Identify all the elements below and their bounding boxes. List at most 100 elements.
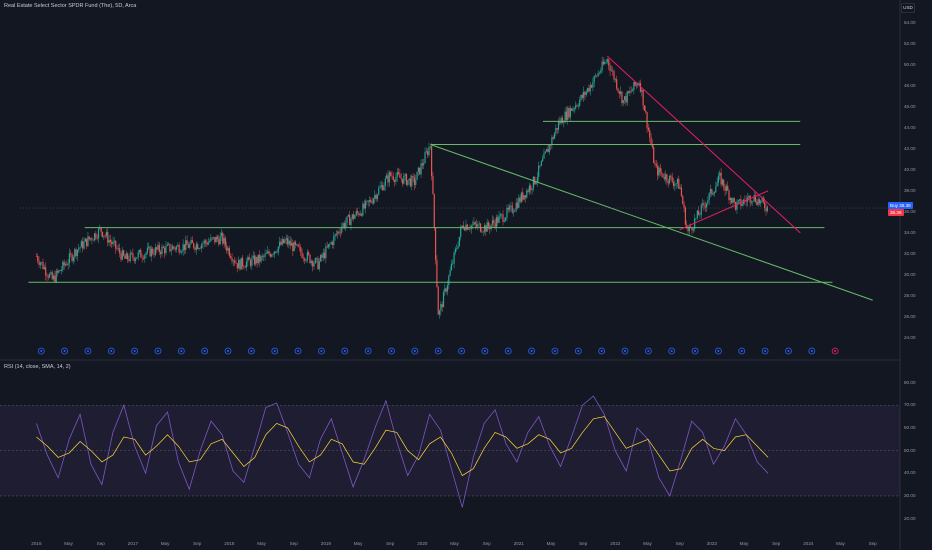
candle-body [357,211,359,213]
candle-body [293,241,295,252]
candle-body [482,231,484,233]
candle-body [388,172,390,183]
candle-body [507,207,509,210]
event-marker [761,347,769,355]
candle-body [227,248,229,251]
candle-body [359,213,361,216]
candle-body [737,200,739,203]
event-marker-dot [530,350,533,352]
candle-body [715,186,717,193]
candle-body [548,144,550,153]
time-axis-label: Sep [386,541,395,546]
candle-body [486,222,488,232]
candle-body [394,180,396,182]
price-axis-label: 34.00 [904,229,916,235]
currency-label[interactable]: USD [901,3,915,13]
time-axis-label: Sep [193,541,202,546]
rsi-axis-label: 70.00 [904,402,916,408]
rsi-axis-label: 20.00 [904,515,916,521]
candle-body [259,254,261,262]
candle-body [186,240,188,245]
candle-body [127,253,129,260]
candle-body [354,215,356,219]
event-marker [294,347,302,355]
candle-body [100,227,102,232]
candle-body [546,149,548,152]
candle-body [355,211,357,216]
candle-body [598,72,601,74]
candle-body [183,244,186,250]
candle-body [113,240,115,242]
time-axis-label: Sep [289,541,298,546]
chart-title[interactable]: Real Estate Select Sector SPDR Fund (The… [4,3,137,9]
candle-body [346,216,348,223]
candle-body [468,228,470,230]
candle-body [87,236,89,247]
candle-body [454,248,457,253]
candle-body [606,59,609,62]
candle-body [204,240,207,243]
candle-body [543,153,545,159]
candle-body [617,88,619,92]
candle-body [553,133,556,139]
candle-body [583,91,585,98]
candle-body [323,252,326,259]
candle-body [276,252,278,253]
candle-body [602,61,605,65]
candle-body [364,201,367,209]
candle-body [68,253,71,264]
candle-body [37,256,39,261]
event-marker-dot [273,350,276,352]
candle-body [449,270,451,276]
candle-body [289,240,291,246]
candle-body [93,233,96,241]
rsi-indicator-title[interactable]: RSI (14, close, SMA, 14, 2) [4,364,71,370]
candle-body [117,248,119,249]
candle-body [434,227,437,261]
candle-body [437,286,439,315]
candle-body [651,144,653,147]
candle-body [39,262,41,265]
candle-body [503,220,505,222]
candle-body [199,248,201,249]
candle-body [137,252,139,258]
candle-body [452,263,454,264]
candle-body [372,198,375,204]
candle-body [560,117,562,124]
red-trendline [679,190,769,231]
candle-body [265,253,267,254]
event-marker [598,347,606,355]
candle-body [712,193,714,195]
candle-body [475,224,478,227]
candle-body [150,248,152,257]
event-marker [715,347,722,355]
candle-body [551,137,553,146]
candle-body [43,267,45,269]
candle-body [676,178,679,184]
candle-body [539,165,541,167]
candle-body [308,252,310,255]
time-axis-label: Sep [96,541,105,546]
time-axis-label: May [546,541,556,546]
event-marker [364,347,372,355]
candle-body [232,260,234,262]
candle-body [576,105,578,107]
candle-body [309,254,311,264]
candle-body [477,224,479,227]
candle-body [115,240,117,249]
event-marker [481,347,489,355]
candle-body [158,244,160,252]
candle-body [707,200,709,204]
candle-body [41,262,43,263]
candle-body [269,253,271,257]
candle-body [458,236,460,246]
candle-body [216,236,219,240]
candle-body [257,254,260,263]
candle-body [471,224,474,226]
candle-body [703,203,705,206]
candle-body [433,194,435,228]
candle-body [156,247,158,250]
candle-body [401,178,404,184]
candle-body [753,195,755,201]
